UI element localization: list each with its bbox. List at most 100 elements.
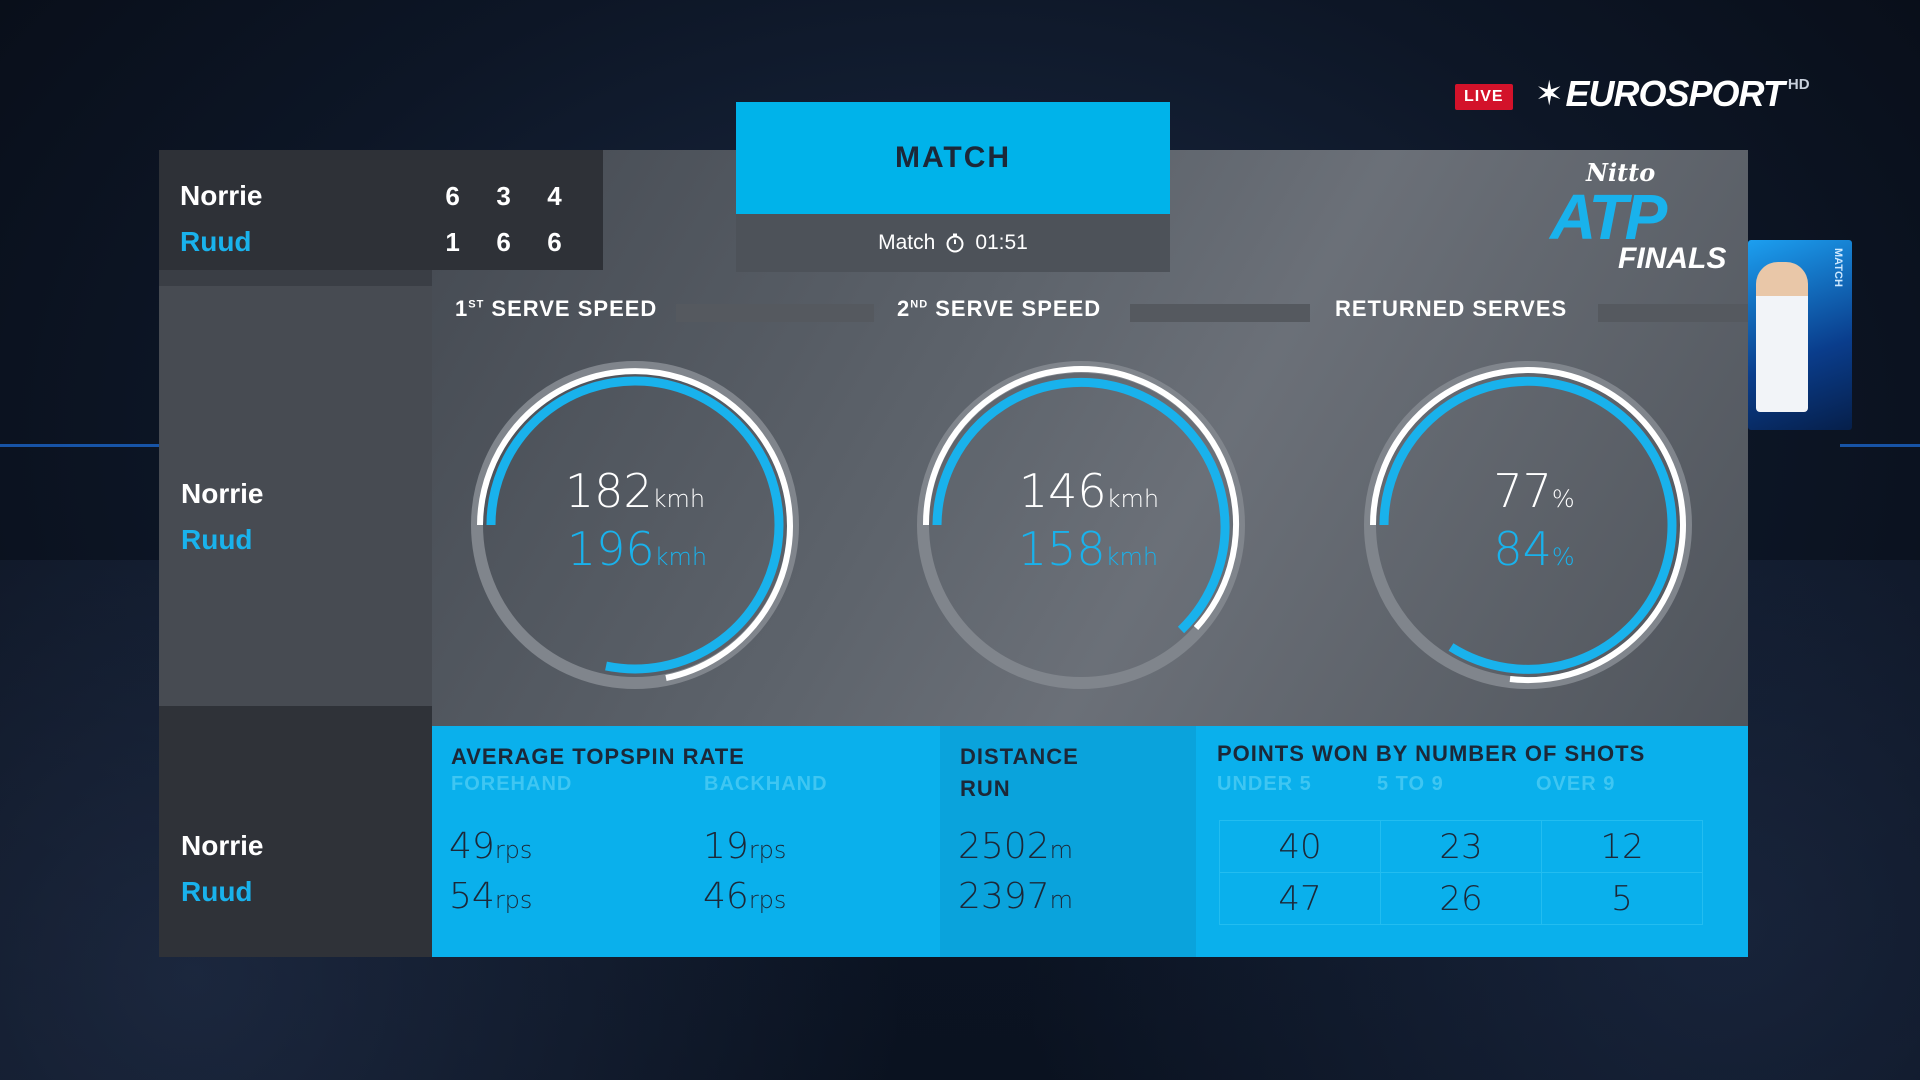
topspin-value: 49rps: [449, 826, 532, 867]
score-row: Ruud 1 6 6: [180, 220, 580, 264]
value-number: 182: [564, 464, 653, 518]
scoreboard: Norrie 6 3 4 Ruud 1 6 6: [159, 150, 603, 270]
star-icon: ✶: [1535, 74, 1564, 114]
backhand-label: BACKHAND: [704, 773, 828, 795]
header-rule: [676, 304, 874, 322]
first-serve-header: 1ST SERVE SPEED: [455, 296, 657, 322]
distance-title: DISTANCE: [960, 744, 1079, 769]
value-number: 2397: [958, 876, 1050, 917]
set-score: 6: [547, 226, 562, 257]
table-cell: 12: [1541, 820, 1703, 873]
value-unit: rps: [748, 886, 787, 914]
match-duration: Match 01:51: [736, 214, 1170, 272]
value-unit: kmh: [652, 485, 706, 513]
arena-screen-text: MATCH: [1832, 248, 1844, 287]
value-number: 84: [1493, 522, 1552, 576]
value-unit: rps: [748, 836, 787, 864]
header-num: 1: [455, 296, 469, 321]
header-text: SERVE SPEED: [928, 296, 1102, 321]
distance-title: RUN: [960, 776, 1011, 801]
set-score: 1: [445, 226, 460, 257]
score-row: Norrie 6 3 4: [180, 174, 580, 218]
set-score: 6: [496, 226, 511, 257]
value-number: 54: [449, 876, 495, 917]
channel-name: EUROSPORT: [1565, 73, 1785, 114]
value-unit: kmh: [654, 543, 708, 571]
live-badge: LIVE: [1455, 84, 1513, 110]
topspin-value: 54rps: [449, 876, 532, 917]
header-num: 2: [897, 296, 911, 321]
stand-light: [1840, 444, 1920, 447]
gauge-value: 77%: [1384, 464, 1684, 518]
gauge-value: 146kmh: [939, 464, 1239, 518]
gauge-value: 84%: [1384, 522, 1684, 576]
gauge-value: 158kmh: [938, 522, 1238, 576]
set-score: 3: [496, 180, 511, 211]
table-cell: 5: [1541, 872, 1703, 925]
gauge-value: 182kmh: [485, 464, 785, 518]
value-number: 49: [449, 826, 495, 867]
player-name: Norrie: [180, 180, 263, 211]
returned-serves-gauge: [1364, 361, 1692, 689]
stopwatch-icon: [946, 233, 964, 253]
table-cell: 26: [1380, 872, 1542, 925]
player-name: Ruud: [181, 524, 253, 555]
value-unit: m: [1049, 836, 1074, 864]
first-serve-gauge: [471, 361, 799, 689]
stats-panel: Norrie 6 3 4 Ruud 1 6 6: [159, 150, 1748, 957]
logo-text: FINALS: [1618, 242, 1727, 275]
topspin-value: 46rps: [703, 876, 786, 917]
set-score: 4: [547, 180, 562, 211]
distance-value: 2502m: [958, 826, 1073, 867]
logo-text: ATP: [1550, 181, 1667, 253]
second-serve-gauge: [917, 361, 1245, 689]
player-name: Ruud: [181, 876, 253, 907]
tab-match[interactable]: MATCH: [736, 102, 1170, 214]
duration-label: Match: [878, 231, 936, 254]
player-name: Norrie: [181, 830, 264, 861]
value-unit: %: [1551, 543, 1575, 571]
hd-badge: HD: [1787, 76, 1810, 93]
value-number: 146: [1018, 464, 1107, 518]
names-column-bottom: [159, 706, 432, 957]
table-row: 40 23 12: [1219, 820, 1703, 873]
header-rule: [1598, 304, 1748, 322]
value-number: 19: [703, 826, 749, 867]
value-number: 158: [1017, 522, 1106, 576]
value-unit: m: [1049, 886, 1074, 914]
value-unit: kmh: [1105, 543, 1159, 571]
table-cell: 47: [1219, 872, 1381, 925]
header-sup: ST: [468, 298, 485, 311]
player-image: [1756, 262, 1808, 412]
topspin-title: AVERAGE TOPSPIN RATE: [451, 744, 745, 769]
gauge-player-names: Norrie Ruud: [181, 478, 263, 570]
value-unit: rps: [494, 836, 533, 864]
set-score: 6: [445, 180, 460, 211]
table-row: 47 26 5: [1219, 872, 1703, 925]
channel-logo: ✶ EUROSPORT HD: [1535, 73, 1810, 115]
topspin-value: 19rps: [703, 826, 786, 867]
second-serve-header: 2ND SERVE SPEED: [897, 296, 1101, 322]
header-text: SERVE SPEED: [484, 296, 658, 321]
header-rule: [1130, 304, 1310, 322]
duration-value: 01:51: [975, 231, 1028, 254]
returned-serves-header: RETURNED SERVES: [1335, 296, 1568, 321]
points-table: 40 23 12 47 26 5: [1219, 820, 1703, 925]
player-name: Norrie: [181, 478, 264, 509]
player-name: Ruud: [180, 226, 252, 257]
header-sup: ND: [910, 298, 929, 311]
atp-finals-logo: Nitto ATP FINALS: [1538, 158, 1738, 278]
points-title: POINTS WON BY NUMBER OF SHOTS: [1217, 741, 1646, 766]
value-number: 77: [1493, 464, 1552, 518]
forehand-label: FOREHAND: [451, 773, 573, 795]
table-cell: 40: [1219, 820, 1381, 873]
points-header: OVER 9: [1536, 773, 1616, 795]
points-header: 5 TO 9: [1377, 773, 1444, 795]
stand-light: [0, 444, 160, 447]
value-number: 46: [703, 876, 749, 917]
distance-panel: [940, 726, 1196, 957]
value-unit: kmh: [1106, 485, 1160, 513]
logo-text: Nitto: [1586, 158, 1656, 187]
bottom-player-names: Norrie Ruud: [181, 830, 263, 922]
distance-value: 2397m: [958, 876, 1073, 917]
